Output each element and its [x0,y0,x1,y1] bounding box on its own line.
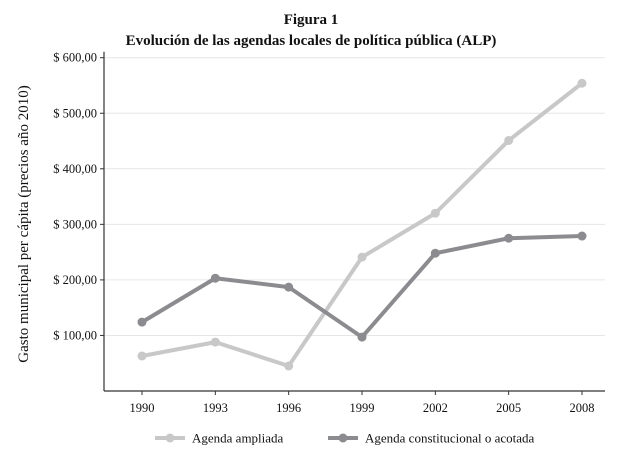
x-tick-label: 1990 [130,401,155,415]
data-point [210,273,220,283]
data-point [577,231,587,241]
data-point [137,317,147,327]
legend-label: Agenda constitucional o acotada [365,431,535,446]
x-tick-label: 1999 [350,401,375,415]
data-point [210,337,220,347]
data-point [577,78,587,88]
y-tick-label: $ 200,00 [53,273,97,287]
x-tick-label: 2002 [423,401,448,415]
x-tick-label: 1993 [203,401,228,415]
data-point [504,135,514,145]
data-point [357,332,367,342]
legend-swatch-marker [338,433,348,443]
y-tick-label: $ 300,00 [53,217,97,231]
y-axis-label: Gasto municipal per cápita (precios año … [16,85,32,362]
chart-title: Figura 1 [284,12,339,28]
data-point [284,361,294,371]
x-tick-label: 1996 [276,401,301,415]
data-point [137,351,147,361]
x-tick-label: 2008 [570,401,595,415]
data-point [504,233,514,243]
legend-swatch-marker [165,433,175,443]
data-point [357,252,367,262]
y-tick-label: $ 400,00 [53,162,97,176]
series-line-1 [140,234,583,340]
x-tick-label: 2005 [496,401,521,415]
data-point [284,282,294,292]
y-tick-label: $ 500,00 [53,106,97,120]
y-tick-label: $ 100,00 [53,328,97,342]
legend-label: Agenda ampliada [192,431,284,446]
data-point [430,208,440,218]
chart-subtitle: Evolución de las agendas locales de polí… [126,33,497,49]
y-tick-label: $ 600,00 [53,51,97,65]
data-point [430,248,440,258]
